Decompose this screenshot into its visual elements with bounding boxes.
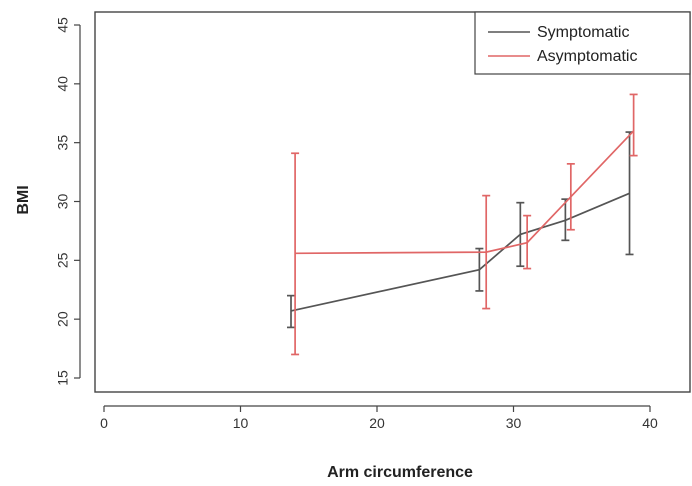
legend-label-symptomatic: Symptomatic <box>537 24 629 41</box>
x-tick-label: 0 <box>100 415 108 431</box>
error-bar <box>629 93 638 157</box>
error-bar <box>566 162 575 231</box>
error-bar <box>475 247 484 292</box>
series-asymptomatic <box>291 93 638 356</box>
legend: Symptomatic Asymptomatic <box>474 11 691 75</box>
y-tick-label: 30 <box>55 194 71 210</box>
series-symptomatic <box>287 131 634 329</box>
error-bar <box>516 201 525 268</box>
series-layer <box>287 93 638 356</box>
y-tick-label: 20 <box>55 311 71 327</box>
legend-label-asymptomatic: Asymptomatic <box>537 48 637 65</box>
x-tick-label: 30 <box>506 415 522 431</box>
y-tick-label: 40 <box>55 76 71 92</box>
x-axis-title: Arm circumference <box>327 464 473 481</box>
y-tick-label: 45 <box>55 17 71 33</box>
error-bar <box>482 194 491 310</box>
plot-frame <box>94 11 691 393</box>
y-tick-label: 35 <box>55 135 71 151</box>
y-tick-label: 25 <box>55 252 71 268</box>
x-tick-label: 40 <box>642 415 658 431</box>
y-axis-title: BMI <box>15 185 32 214</box>
axes: 15 20 25 30 35 40 45 0 10 20 30 40 <box>55 17 658 431</box>
error-bar <box>287 294 296 329</box>
x-tick-label: 20 <box>369 415 385 431</box>
x-tick-label: 10 <box>233 415 249 431</box>
y-tick-label: 15 <box>55 370 71 386</box>
legend-box <box>474 11 691 75</box>
error-bar <box>291 152 300 356</box>
error-bar <box>523 214 532 270</box>
